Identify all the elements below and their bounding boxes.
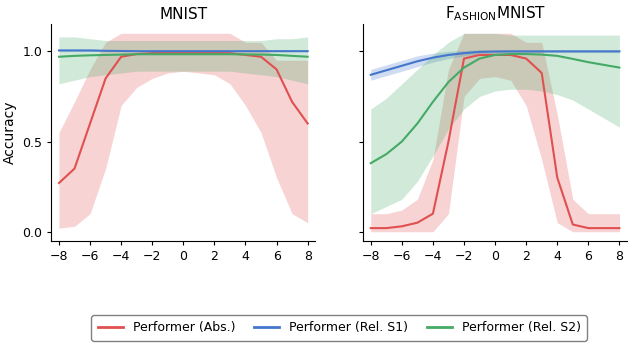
Y-axis label: Accuracy: Accuracy	[3, 101, 17, 164]
Title: $\mathsf{F}_{\mathsf{ASHION}}\mathsf{MNIST}$: $\mathsf{F}_{\mathsf{ASHION}}\mathsf{MNI…	[445, 5, 546, 24]
Legend: Performer (Abs.), Performer (Rel. S1), Performer (Rel. S2): Performer (Abs.), Performer (Rel. S1), P…	[92, 315, 587, 341]
Title: MNIST: MNIST	[159, 7, 207, 22]
